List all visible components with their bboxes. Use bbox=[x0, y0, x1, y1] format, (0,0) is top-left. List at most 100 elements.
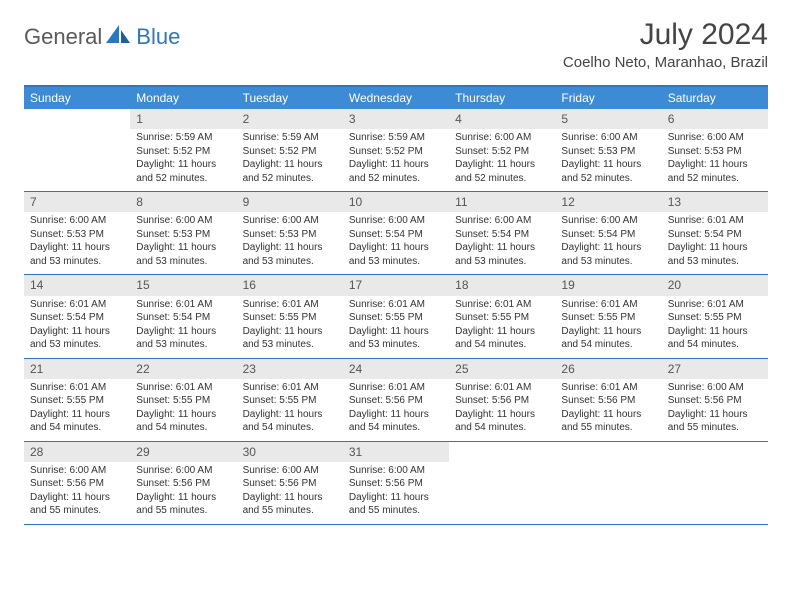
day-number: 24 bbox=[343, 359, 449, 379]
sunrise-text: Sunrise: 6:00 AM bbox=[349, 214, 443, 228]
day-body: Sunrise: 6:01 AMSunset: 5:55 PMDaylight:… bbox=[237, 298, 343, 352]
sunset-text: Sunset: 5:54 PM bbox=[561, 228, 655, 242]
daylight-line1: Daylight: 11 hours bbox=[243, 325, 337, 339]
day-number: 26 bbox=[555, 359, 661, 379]
day-cell bbox=[662, 442, 768, 524]
sunset-text: Sunset: 5:55 PM bbox=[243, 311, 337, 325]
sunset-text: Sunset: 5:56 PM bbox=[349, 477, 443, 491]
day-cell: 26 Sunrise: 6:01 AMSunset: 5:56 PMDayligh… bbox=[555, 359, 661, 441]
sunset-text: Sunset: 5:52 PM bbox=[243, 145, 337, 159]
daylight-line1: Daylight: 11 hours bbox=[561, 408, 655, 422]
day-body: Sunrise: 6:00 AMSunset: 5:56 PMDaylight:… bbox=[237, 464, 343, 518]
day-cell: 23Sunrise: 6:01 AMSunset: 5:55 PMDayligh… bbox=[237, 359, 343, 441]
sunset-text: Sunset: 5:52 PM bbox=[349, 145, 443, 159]
sunrise-text: Sunrise: 6:01 AM bbox=[30, 381, 124, 395]
sunrise-text: Sunrise: 6:00 AM bbox=[30, 214, 124, 228]
weekday-header: Sunday bbox=[24, 87, 130, 109]
day-number: 13 bbox=[662, 192, 768, 212]
sunset-text: Sunset: 5:55 PM bbox=[561, 311, 655, 325]
daylight-line1: Daylight: 11 hours bbox=[243, 408, 337, 422]
daylight-line2: and 54 minutes. bbox=[136, 421, 230, 435]
day-body: Sunrise: 6:00 AMSunset: 5:56 PMDaylight:… bbox=[662, 381, 768, 435]
sunrise-text: Sunrise: 6:00 AM bbox=[30, 464, 124, 478]
daylight-line2: and 53 minutes. bbox=[243, 255, 337, 269]
day-body: Sunrise: 6:01 AMSunset: 5:54 PMDaylight:… bbox=[130, 298, 236, 352]
sunset-text: Sunset: 5:53 PM bbox=[668, 145, 762, 159]
sunrise-text: Sunrise: 6:01 AM bbox=[136, 381, 230, 395]
sunrise-text: Sunrise: 6:01 AM bbox=[243, 381, 337, 395]
daylight-line2: and 55 minutes. bbox=[561, 421, 655, 435]
sunset-text: Sunset: 5:56 PM bbox=[30, 477, 124, 491]
day-cell: 14Sunrise: 6:01 AMSunset: 5:54 PMDayligh… bbox=[24, 275, 130, 357]
logo-text-general: General bbox=[24, 24, 102, 50]
location-text: Coelho Neto, Maranhao, Brazil bbox=[563, 54, 768, 71]
daylight-line2: and 53 minutes. bbox=[668, 255, 762, 269]
day-body: Sunrise: 6:00 AMSunset: 5:52 PMDaylight:… bbox=[449, 131, 555, 185]
day-body: Sunrise: 6:00 AMSunset: 5:54 PMDaylight:… bbox=[555, 214, 661, 268]
day-body: Sunrise: 6:00 AMSunset: 5:53 PMDaylight:… bbox=[130, 214, 236, 268]
weekday-header: Friday bbox=[555, 87, 661, 109]
sunset-text: Sunset: 5:54 PM bbox=[136, 311, 230, 325]
weekday-header: Monday bbox=[130, 87, 236, 109]
daylight-line1: Daylight: 11 hours bbox=[30, 325, 124, 339]
day-cell: 24Sunrise: 6:01 AMSunset: 5:56 PMDayligh… bbox=[343, 359, 449, 441]
sunset-text: Sunset: 5:53 PM bbox=[30, 228, 124, 242]
day-body: Sunrise: 6:01 AMSunset: 5:55 PMDaylight:… bbox=[24, 381, 130, 435]
day-body: Sunrise: 6:01 AMSunset: 5:55 PMDaylight:… bbox=[130, 381, 236, 435]
sunset-text: Sunset: 5:54 PM bbox=[668, 228, 762, 242]
daylight-line2: and 54 minutes. bbox=[668, 338, 762, 352]
sunset-text: Sunset: 5:55 PM bbox=[136, 394, 230, 408]
daylight-line2: and 53 minutes. bbox=[349, 338, 443, 352]
daylight-line2: and 53 minutes. bbox=[455, 255, 549, 269]
month-title: July 2024 bbox=[563, 18, 768, 52]
daylight-line1: Daylight: 11 hours bbox=[668, 325, 762, 339]
daylight-line1: Daylight: 11 hours bbox=[349, 408, 443, 422]
day-number bbox=[24, 109, 130, 129]
sunrise-text: Sunrise: 6:00 AM bbox=[561, 214, 655, 228]
day-number: 25 bbox=[449, 359, 555, 379]
day-number bbox=[449, 442, 555, 462]
daylight-line1: Daylight: 11 hours bbox=[30, 491, 124, 505]
sunset-text: Sunset: 5:55 PM bbox=[30, 394, 124, 408]
day-cell: 20Sunrise: 6:01 AMSunset: 5:55 PMDayligh… bbox=[662, 275, 768, 357]
daylight-line2: and 54 minutes. bbox=[455, 338, 549, 352]
daylight-line1: Daylight: 11 hours bbox=[349, 325, 443, 339]
sunrise-text: Sunrise: 6:01 AM bbox=[455, 381, 549, 395]
day-cell: 15Sunrise: 6:01 AMSunset: 5:54 PMDayligh… bbox=[130, 275, 236, 357]
daylight-line1: Daylight: 11 hours bbox=[668, 408, 762, 422]
day-body: Sunrise: 6:01 AMSunset: 5:55 PMDaylight:… bbox=[449, 298, 555, 352]
daylight-line1: Daylight: 11 hours bbox=[243, 241, 337, 255]
sunrise-text: Sunrise: 6:01 AM bbox=[455, 298, 549, 312]
day-number: 17 bbox=[343, 275, 449, 295]
day-body: Sunrise: 6:01 AMSunset: 5:56 PMDaylight:… bbox=[449, 381, 555, 435]
sunset-text: Sunset: 5:55 PM bbox=[243, 394, 337, 408]
day-number: 9 bbox=[237, 192, 343, 212]
daylight-line2: and 54 minutes. bbox=[455, 421, 549, 435]
daylight-line2: and 54 minutes. bbox=[243, 421, 337, 435]
daylight-line1: Daylight: 11 hours bbox=[561, 325, 655, 339]
daylight-line1: Daylight: 11 hours bbox=[455, 325, 549, 339]
day-body: Sunrise: 6:01 AMSunset: 5:55 PMDaylight:… bbox=[237, 381, 343, 435]
day-cell: 22Sunrise: 6:01 AMSunset: 5:55 PMDayligh… bbox=[130, 359, 236, 441]
day-body: Sunrise: 5:59 AMSunset: 5:52 PMDaylight:… bbox=[343, 131, 449, 185]
sunset-text: Sunset: 5:56 PM bbox=[561, 394, 655, 408]
daylight-line2: and 54 minutes. bbox=[30, 421, 124, 435]
daylight-line1: Daylight: 11 hours bbox=[136, 158, 230, 172]
daylight-line1: Daylight: 11 hours bbox=[349, 491, 443, 505]
day-body: Sunrise: 6:00 AMSunset: 5:53 PMDaylight:… bbox=[237, 214, 343, 268]
day-number: 23 bbox=[237, 359, 343, 379]
title-block: July 2024 Coelho Neto, Maranhao, Brazil bbox=[563, 18, 768, 71]
day-number: 31 bbox=[343, 442, 449, 462]
daylight-line1: Daylight: 11 hours bbox=[668, 158, 762, 172]
sunset-text: Sunset: 5:53 PM bbox=[136, 228, 230, 242]
sunrise-text: Sunrise: 6:01 AM bbox=[668, 214, 762, 228]
sunrise-text: Sunrise: 6:01 AM bbox=[561, 381, 655, 395]
daylight-line1: Daylight: 11 hours bbox=[136, 325, 230, 339]
sunrise-text: Sunrise: 5:59 AM bbox=[349, 131, 443, 145]
calendar-grid: SundayMondayTuesdayWednesdayThursdayFrid… bbox=[24, 85, 768, 525]
day-cell: 6Sunrise: 6:00 AMSunset: 5:53 PMDaylight… bbox=[662, 109, 768, 191]
day-number: 11 bbox=[449, 192, 555, 212]
sunrise-text: Sunrise: 6:01 AM bbox=[349, 381, 443, 395]
daylight-line1: Daylight: 11 hours bbox=[243, 158, 337, 172]
day-body: Sunrise: 6:00 AMSunset: 5:56 PMDaylight:… bbox=[130, 464, 236, 518]
